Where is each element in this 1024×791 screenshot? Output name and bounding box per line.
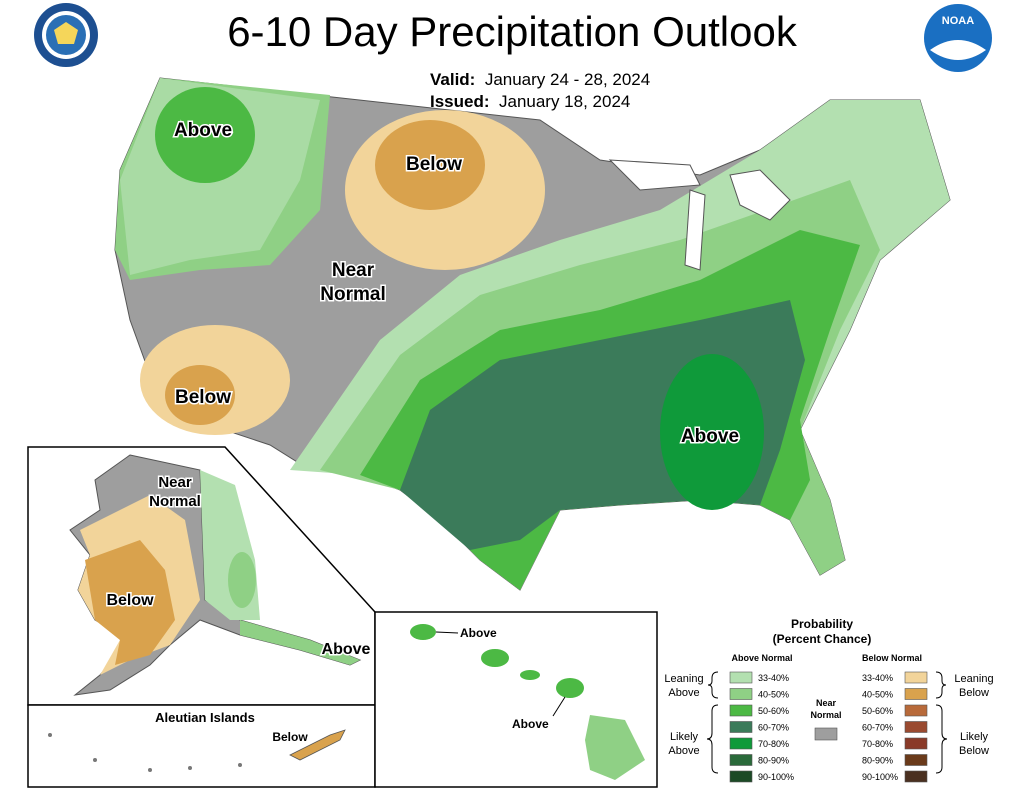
label-below-north: Below	[406, 154, 462, 175]
legend-near-swatch	[814, 727, 838, 741]
legend-below-swatches: 33-40% 40-50% 50-60% 60-70% 70-80% 80-90% 90-1…	[862, 671, 928, 783]
legend-likely-below-1: Likely	[960, 731, 989, 743]
noaa-logo-icon: NOAA	[924, 4, 992, 72]
legend-above-swatches: 33-40% 40-50% 50-60% 60-70% 70-80% 80-90% 90-1…	[729, 671, 794, 783]
alaska-inset: Near Normal Below Above	[27, 446, 376, 706]
great-lakes	[608, 159, 791, 271]
label-above-nw: Above	[174, 120, 232, 141]
legend-above-swatch-3	[729, 721, 753, 733]
legend-below-swatch-4	[904, 737, 928, 750]
label-near-normal-2: Normal	[320, 284, 385, 305]
label-ak-near-1: Near	[158, 474, 192, 491]
noaa-text: NOAA	[942, 15, 974, 27]
legend-above-swatch-label-2: 50-60%	[758, 706, 789, 716]
legend-above-swatch-label-6: 90-100%	[758, 772, 794, 782]
legend-below-swatch-5	[904, 754, 928, 766]
legend-likely-above-1: Likely	[670, 731, 699, 743]
aleutian-inset: Aleutian Islands Below	[27, 704, 376, 788]
legend-near-2: Normal	[810, 710, 841, 720]
map-title: 6-10 Day Precipitation Outlook	[227, 8, 797, 55]
legend-near-1: Near	[816, 698, 837, 708]
legend-title-2: (Percent Chance)	[773, 632, 872, 646]
issued-value: January 18, 2024	[498, 92, 631, 111]
legend-above-swatch-5	[729, 754, 753, 766]
legend-likely-below-2: Below	[959, 745, 989, 757]
legend-above-swatch-label-0: 33-40%	[758, 673, 789, 683]
legend-below-swatch-3	[904, 721, 928, 733]
legend-below-swatch-label-3: 60-70%	[862, 723, 893, 733]
label-aleutian-below: Below	[272, 730, 308, 744]
legend-below-swatch-label-5: 80-90%	[862, 756, 893, 766]
legend-above-swatch-0	[729, 671, 753, 684]
legend-above-swatch-2	[729, 704, 753, 717]
legend-below-swatch-label-1: 40-50%	[862, 690, 893, 700]
legend-below-swatch-label-6: 90-100%	[862, 772, 898, 782]
legend-likely-above-2: Above	[668, 745, 699, 757]
valid-label: Valid:	[430, 70, 476, 89]
commerce-seal-icon	[34, 3, 98, 67]
conus-below-sw-core	[165, 365, 235, 425]
label-ak-below: Below	[106, 592, 154, 609]
legend-below-swatch-0	[904, 671, 928, 684]
legend-below-swatch-1	[904, 688, 928, 700]
legend-above-swatch-label-5: 80-90%	[758, 756, 789, 766]
legend-above-swatch-1	[729, 688, 753, 700]
legend-leaning-below-2: Below	[959, 687, 989, 699]
legend-leaning-above-2: Above	[668, 687, 699, 699]
legend-above-swatch-label-3: 60-70%	[758, 723, 789, 733]
legend-below-header: Below Normal	[862, 653, 922, 663]
legend-below-swatch-6	[904, 770, 928, 783]
valid-value: January 24 - 28, 2024	[484, 70, 651, 89]
label-ak-above: Above	[322, 641, 371, 658]
legend-leaning-below-1: Leaning	[954, 673, 993, 685]
label-aleutian-title: Aleutian Islands	[155, 710, 255, 725]
conus-likely-above-nw	[155, 87, 255, 183]
legend-below-swatch-label-2: 50-60%	[862, 706, 893, 716]
legend: Probability (Percent Chance) Above Norma…	[664, 617, 994, 783]
label-hi-above-1: Above	[460, 626, 497, 640]
legend-above-swatch-4	[729, 737, 753, 750]
legend-below-swatch-label-0: 33-40%	[862, 673, 893, 683]
legend-leaning-above-1: Leaning	[664, 673, 703, 685]
conus-above-70-80-region	[660, 354, 764, 510]
label-below-sw: Below	[175, 387, 231, 408]
issued-label: Issued:	[430, 92, 490, 111]
legend-above-swatch-6	[729, 770, 753, 783]
label-above-se: Above	[681, 426, 739, 447]
legend-below-swatch-2	[904, 704, 928, 717]
issued-date: Issued: January 18, 2024	[430, 92, 630, 112]
legend-above-swatch-label-4: 70-80%	[758, 739, 789, 749]
legend-above-header: Above Normal	[731, 653, 792, 663]
conus-below-north-core	[375, 120, 485, 210]
label-ak-near-2: Normal	[149, 493, 201, 510]
legend-title-1: Probability	[791, 617, 853, 631]
label-hi-above-2: Above	[512, 717, 549, 731]
legend-above-swatch-label-1: 40-50%	[758, 690, 789, 700]
legend-below-swatch-label-4: 70-80%	[862, 739, 893, 749]
hawaii-inset: Above Above	[374, 611, 658, 788]
valid-dates: Valid: January 24 - 28, 2024	[430, 70, 650, 90]
label-near-normal-1: Near	[332, 260, 375, 281]
